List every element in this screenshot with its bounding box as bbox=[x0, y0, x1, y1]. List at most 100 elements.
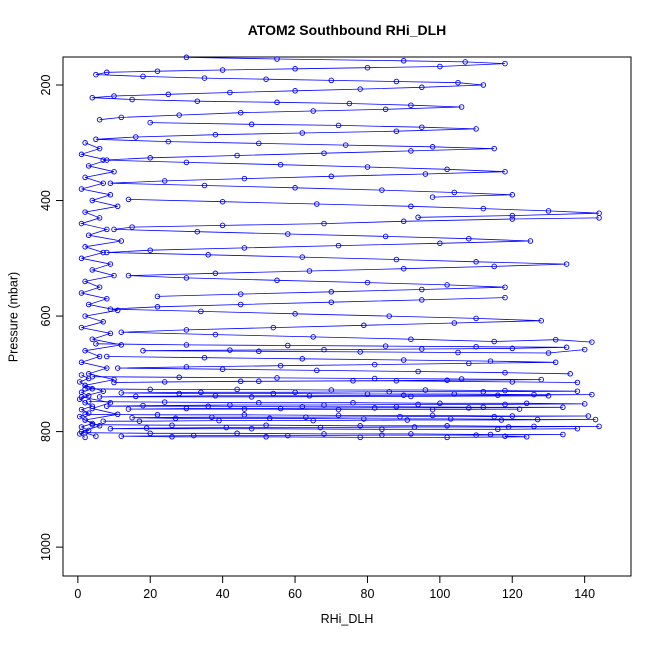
data-point-marker bbox=[285, 231, 291, 237]
data-point-marker bbox=[85, 427, 92, 434]
data-point-marker bbox=[263, 422, 269, 428]
data-point-marker bbox=[408, 203, 414, 210]
data-point-marker bbox=[89, 197, 96, 204]
data-point-marker bbox=[85, 393, 92, 399]
data-point-marker bbox=[161, 379, 168, 385]
x-tick-label: 120 bbox=[502, 587, 523, 601]
data-point-marker bbox=[350, 378, 356, 384]
data-point-marker bbox=[161, 178, 168, 184]
data-point-marker bbox=[437, 240, 443, 247]
data-point-marker bbox=[342, 142, 349, 148]
data-point-marker bbox=[237, 378, 244, 385]
data-point-marker bbox=[125, 406, 132, 412]
data-point-marker bbox=[183, 327, 190, 333]
data-point-marker bbox=[125, 196, 132, 203]
data-point-marker bbox=[147, 119, 153, 126]
data-point-marker bbox=[205, 403, 211, 409]
data-point-marker bbox=[480, 388, 487, 395]
data-point-marker bbox=[114, 365, 121, 371]
data-point-marker bbox=[328, 387, 335, 393]
data-point-marker bbox=[93, 136, 99, 143]
data-point-marker bbox=[552, 336, 559, 343]
data-point-marker bbox=[371, 375, 378, 382]
data-point-marker bbox=[306, 268, 313, 274]
data-point-marker bbox=[140, 73, 146, 80]
data-point-marker bbox=[82, 174, 88, 181]
data-point-marker bbox=[76, 396, 83, 402]
data-point-marker bbox=[491, 338, 497, 345]
data-point-marker bbox=[118, 238, 125, 244]
data-point-marker bbox=[140, 402, 146, 409]
data-point-marker bbox=[437, 400, 443, 407]
data-point-marker bbox=[205, 252, 211, 258]
data-point-marker bbox=[364, 164, 371, 170]
data-point-marker bbox=[78, 324, 85, 331]
data-point-marker bbox=[415, 368, 421, 375]
data-point-marker bbox=[502, 284, 508, 290]
data-point-marker bbox=[107, 399, 114, 406]
data-point-marker bbox=[466, 235, 472, 242]
data-point-marker bbox=[523, 400, 530, 407]
data-point-marker bbox=[161, 399, 168, 405]
data-point-marker bbox=[194, 228, 201, 235]
data-point-marker bbox=[277, 405, 284, 412]
data-point-marker bbox=[89, 94, 96, 101]
data-point-marker bbox=[107, 192, 114, 198]
data-point-marker bbox=[129, 224, 135, 230]
data-point-marker bbox=[89, 420, 96, 427]
data-point-marker bbox=[303, 414, 309, 420]
data-point-marker bbox=[93, 341, 99, 347]
data-point-marker bbox=[444, 377, 450, 383]
data-point-marker bbox=[100, 180, 106, 186]
data-point-marker bbox=[277, 161, 284, 168]
data-point-marker bbox=[237, 109, 244, 116]
series-line bbox=[92, 424, 600, 430]
data-point-marker bbox=[361, 416, 367, 422]
data-point-marker bbox=[82, 382, 88, 389]
data-point-marker bbox=[209, 414, 215, 420]
series-line bbox=[85, 413, 596, 422]
data-point-marker bbox=[176, 390, 182, 397]
data-point-marker bbox=[306, 393, 313, 399]
data-point-marker bbox=[310, 108, 316, 114]
data-point-marker bbox=[129, 96, 135, 103]
data-point-marker bbox=[263, 434, 269, 440]
data-point-marker bbox=[495, 426, 501, 433]
data-point-marker bbox=[100, 319, 106, 325]
data-point-marker bbox=[183, 405, 190, 412]
data-point-marker bbox=[274, 99, 280, 106]
data-point-marker bbox=[498, 417, 505, 423]
data-point-marker bbox=[147, 430, 153, 437]
data-point-marker bbox=[136, 418, 143, 424]
series-line bbox=[110, 297, 592, 343]
data-point-marker bbox=[364, 391, 371, 397]
data-point-marker bbox=[419, 84, 425, 91]
series-line bbox=[128, 199, 600, 218]
data-point-marker bbox=[292, 66, 298, 72]
data-point-marker bbox=[592, 416, 599, 423]
data-point-marker bbox=[596, 215, 602, 221]
data-point-marker bbox=[227, 89, 233, 96]
data-point-marker bbox=[299, 404, 306, 410]
data-point-marker bbox=[183, 159, 190, 166]
data-point-marker bbox=[563, 261, 570, 267]
data-point-marker bbox=[198, 389, 204, 396]
y-tick-label: 400 bbox=[39, 190, 53, 211]
data-point-marker bbox=[133, 393, 139, 400]
data-point-marker bbox=[201, 354, 208, 361]
data-point-marker bbox=[502, 433, 508, 439]
data-point-marker bbox=[107, 425, 114, 432]
data-point-marker bbox=[487, 431, 494, 438]
data-point-marker bbox=[241, 406, 248, 412]
data-point-marker bbox=[444, 423, 450, 429]
data-point-marker bbox=[78, 151, 85, 158]
data-point-marker bbox=[589, 391, 595, 398]
data-point-marker bbox=[277, 362, 284, 369]
x-tick-label: 40 bbox=[216, 587, 230, 601]
data-point-marker bbox=[419, 297, 425, 303]
data-point-marker bbox=[404, 417, 411, 423]
data-point-marker bbox=[455, 349, 461, 356]
data-point-marker bbox=[400, 218, 407, 225]
series-line bbox=[92, 376, 578, 383]
